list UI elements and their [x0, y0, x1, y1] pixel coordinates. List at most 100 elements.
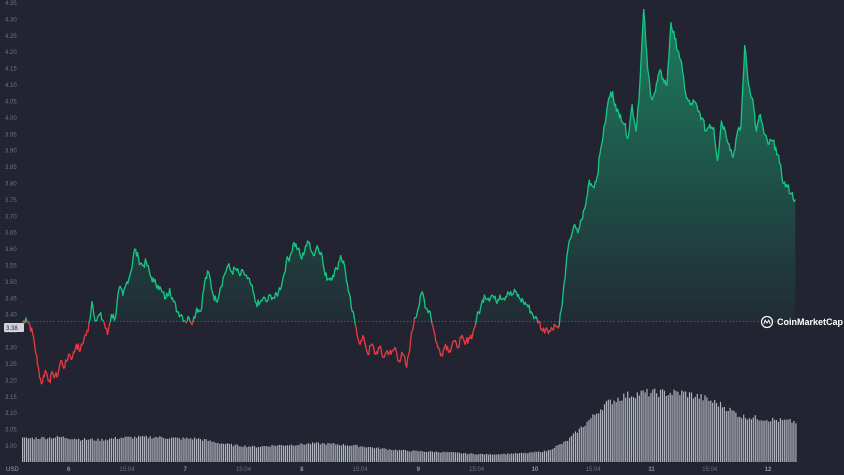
volume-bar [470, 453, 472, 462]
volume-bar [306, 443, 308, 462]
price-segment-up [752, 104, 756, 114]
y-tick-label: 4.20 [5, 50, 17, 56]
volume-bar [109, 438, 111, 462]
price-segment-up [598, 153, 601, 159]
price-segment-up [791, 191, 794, 201]
price-segment-up [628, 119, 631, 133]
price-segment-up [736, 129, 739, 135]
volume-bar [426, 451, 428, 462]
price-segment-down [32, 333, 35, 339]
volume-bar [418, 451, 420, 462]
price-segment-up [664, 79, 667, 86]
price-segment-up [169, 287, 172, 296]
volume-bar [665, 396, 667, 462]
volume-bar [155, 436, 157, 462]
price-segment-up [475, 311, 479, 319]
volume-bar [366, 447, 368, 462]
volume-bar [576, 432, 578, 462]
price-segment-up [713, 127, 716, 139]
price-segment-up [656, 73, 659, 82]
volume-bar [56, 436, 58, 462]
price-segment-up [564, 264, 567, 280]
price-segment-up [714, 146, 718, 156]
volume-bar [420, 450, 422, 462]
volume-bar [383, 448, 385, 462]
price-segment-up [578, 219, 582, 228]
volume-bar [315, 442, 317, 462]
volume-bar [85, 439, 87, 462]
price-segment-up [303, 249, 306, 256]
price-segment-up [422, 294, 425, 301]
volume-bar [551, 449, 553, 462]
volume-bar [205, 439, 207, 462]
volume-bar [228, 443, 230, 462]
volume-bar [335, 444, 337, 462]
volume-bar [511, 453, 513, 462]
volume-bar [234, 444, 236, 462]
price-segment-down [85, 330, 88, 336]
price-segment-down [552, 323, 555, 331]
volume-bar [196, 439, 198, 462]
volume-bar [288, 445, 290, 462]
volume-bar [542, 452, 544, 462]
volume-bar [112, 438, 115, 462]
volume-bar [746, 419, 749, 462]
y-tick-label: 3.15 [5, 395, 17, 401]
volume-bar [681, 390, 683, 462]
price-segment-up [253, 294, 256, 303]
volume-bar [402, 449, 404, 462]
price-segment-down [67, 353, 70, 361]
volume-bar [687, 397, 689, 462]
volume-bar [87, 439, 89, 462]
price-segment-up [606, 102, 609, 111]
price-segment-up [597, 157, 600, 175]
price-segment-up [631, 104, 634, 116]
price-segment-up [629, 111, 632, 122]
price-segment-up [288, 255, 291, 262]
volume-bar [719, 401, 722, 462]
volume-bar [667, 395, 669, 462]
volume-bar [571, 435, 573, 462]
volume-bar [745, 418, 747, 462]
volume-bar [410, 451, 412, 462]
volume-bar [389, 449, 391, 462]
price-segment-up [680, 62, 684, 73]
y-tick-label: 3.35 [5, 329, 17, 335]
volume-bar [559, 444, 561, 462]
y-tick-label: 3.00 [5, 444, 17, 450]
volume-bar [350, 445, 352, 462]
price-segment-down [357, 337, 360, 344]
volume-bar [592, 414, 594, 462]
y-tick-label: 3.45 [5, 296, 17, 302]
volume-bar [27, 438, 29, 462]
price-segment-up [122, 289, 125, 296]
volume-bar [603, 404, 606, 462]
volume-bar [147, 438, 149, 462]
volume-bar [762, 420, 764, 462]
price-segment-up [570, 233, 573, 239]
price-segment-up [646, 67, 650, 76]
price-segment-up [232, 266, 235, 276]
volume-bar [110, 438, 113, 462]
price-segment-up [188, 317, 191, 323]
volume-bar [524, 452, 526, 462]
price-segment-up [747, 76, 750, 86]
volume-bar [163, 438, 165, 462]
y-tick-label: 4.15 [5, 67, 17, 73]
volume-bar [373, 448, 375, 462]
volume-bar [379, 449, 381, 462]
price-segment-up [563, 278, 566, 284]
volume-bar [530, 452, 532, 462]
price-segment-up [793, 199, 796, 203]
x-tick-label: 10 [532, 467, 539, 473]
y-tick-label: 3.65 [5, 231, 17, 237]
volume-bar [698, 398, 700, 462]
volume-bar [777, 421, 780, 462]
price-segment-up [214, 295, 217, 303]
volume-bar [429, 451, 432, 462]
price-segment-up [605, 108, 608, 121]
volume-bar [623, 393, 625, 462]
volume-bar [480, 453, 482, 462]
